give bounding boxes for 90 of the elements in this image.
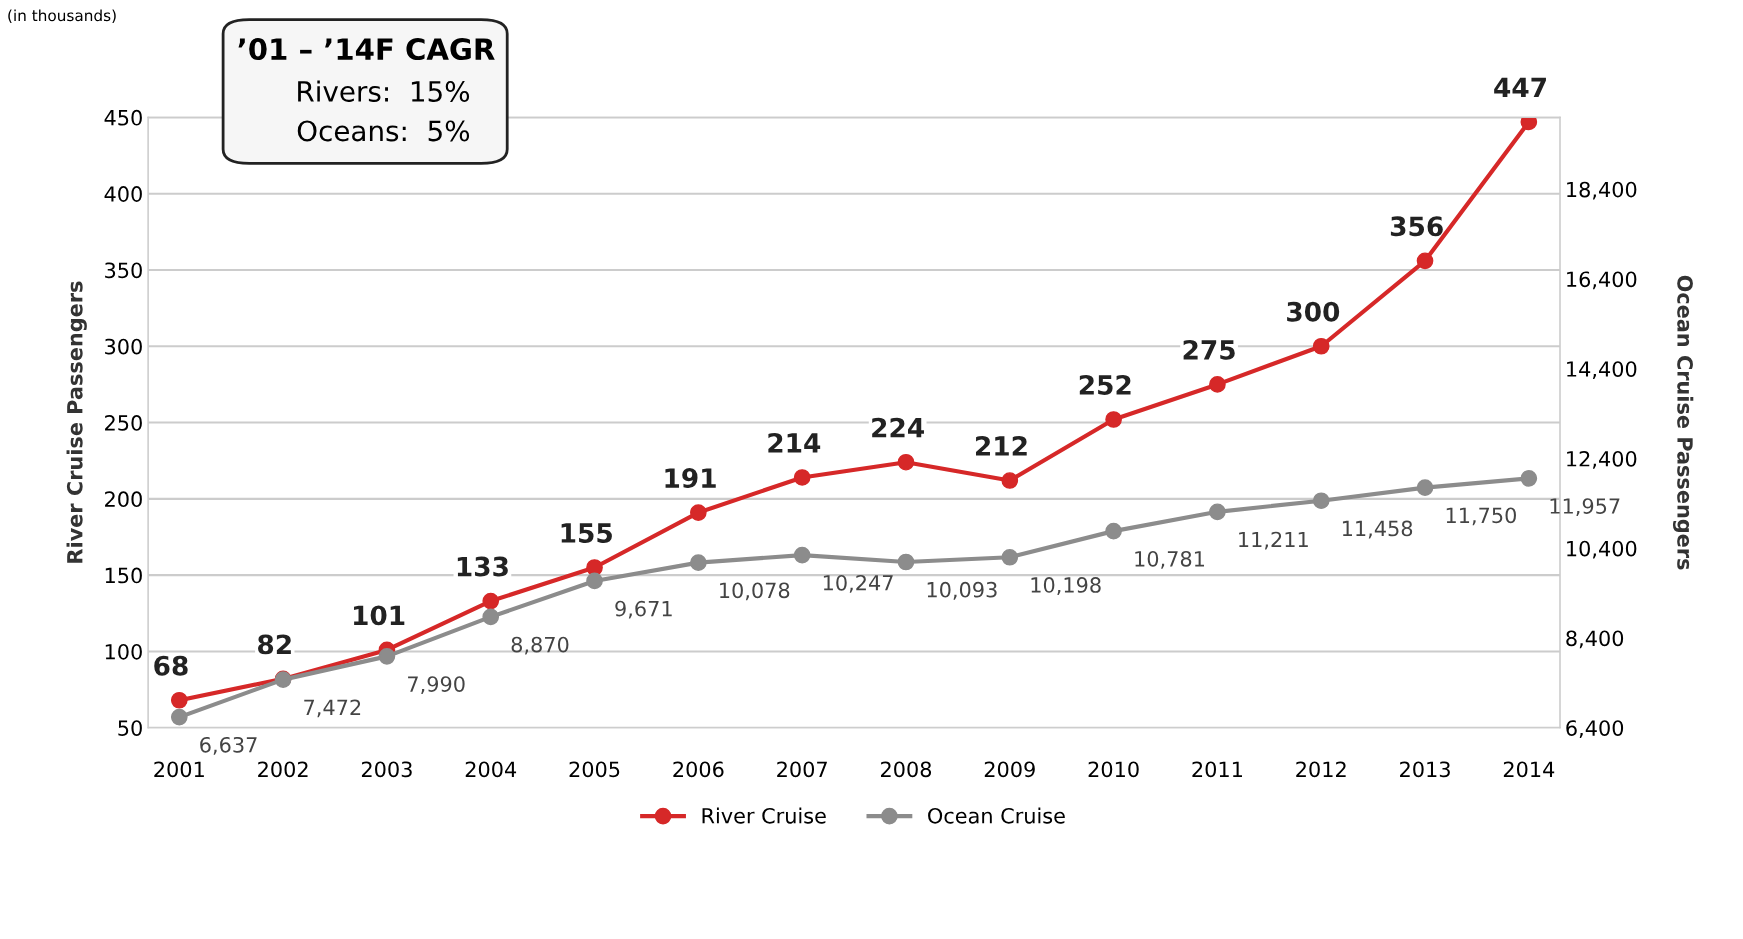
text: (in thousands): [8, 9, 116, 24]
y2-axis-title: Ocean Cruise Passengers: [1672, 275, 1694, 570]
point: [897, 453, 915, 471]
data-label: 212: [976, 436, 1027, 456]
y2-tick-label: 18,400: [1567, 181, 1637, 200]
y2-tick-label: 16,400: [1567, 271, 1637, 290]
x-tick-label: 2014: [1503, 761, 1555, 778]
x-tick-label: 2001: [154, 761, 204, 778]
data-label: 9,671: [615, 600, 672, 619]
point: [378, 648, 396, 665]
y2-tick-label: 14,400: [1567, 361, 1637, 380]
point: [1001, 472, 1019, 489]
point: [482, 608, 500, 626]
point: [1105, 411, 1122, 428]
text: ’01 – ’14F CAGR: [238, 38, 495, 61]
annotation: Oceans: 5%: [297, 120, 470, 142]
point: [1312, 337, 1330, 355]
x-tick-label: 2005: [569, 761, 620, 778]
x-tick-label: 2008: [880, 761, 932, 778]
x-tick-label: 2012: [1296, 761, 1346, 778]
data-label: 68: [154, 655, 188, 676]
y-tick-label: 450: [104, 109, 142, 126]
data-label: 10,781: [1135, 550, 1205, 569]
point: [690, 504, 707, 521]
y-tick-label: 100: [105, 643, 142, 660]
point: [793, 469, 811, 486]
point: [1001, 548, 1019, 566]
data-label: 10,198: [1031, 577, 1101, 595]
data-label: 101: [354, 605, 405, 626]
y-tick-label: 200: [105, 491, 142, 508]
data-label: 133: [457, 556, 508, 577]
data-label: 11,750: [1446, 507, 1516, 526]
point: [690, 554, 707, 571]
point: [170, 691, 188, 709]
legend-label: River Cruise: [702, 807, 826, 824]
y2-tick-label: 6,400: [1566, 720, 1624, 739]
data-label: 8,870: [511, 636, 569, 655]
x-tick-label: 2003: [361, 761, 412, 778]
data-label: 155: [561, 523, 612, 543]
x-tick-label: 2004: [465, 761, 517, 778]
point: [793, 546, 811, 564]
point: [170, 708, 188, 726]
data-label: 82: [258, 634, 291, 655]
x-tick-label: 2010: [1088, 761, 1139, 778]
point: [1416, 252, 1434, 270]
x-tick-label: 2013: [1400, 761, 1450, 778]
data-label: 7,472: [304, 699, 361, 718]
data-label: 447: [1494, 77, 1546, 98]
x-tick-label: 2006: [673, 761, 724, 778]
point: [1209, 503, 1226, 521]
y-axis-title: River Cruise Passengers: [66, 281, 87, 563]
data-label: 356: [1390, 216, 1443, 237]
data-label: 11,211: [1239, 531, 1308, 550]
x-tick-label: 2002: [258, 761, 308, 778]
data-label: 275: [1183, 339, 1235, 360]
data-label: 7,990: [408, 676, 465, 695]
data-label: 191: [665, 468, 716, 489]
point: [482, 592, 500, 610]
y-tick-label: 150: [105, 567, 142, 584]
data-label: 6,637: [200, 736, 257, 755]
point: [1105, 522, 1122, 540]
point: [897, 553, 915, 571]
data-label: 214: [768, 432, 821, 453]
y2-tick-label: 10,400: [1567, 540, 1637, 559]
point: [1209, 376, 1226, 393]
y2-tick-label: 12,400: [1567, 450, 1637, 469]
data-label: 10,078: [720, 582, 790, 601]
data-label: 252: [1079, 374, 1131, 395]
legend-label: Ocean Cruise: [928, 807, 1065, 824]
point: [1312, 492, 1330, 510]
x-tick-label: 2009: [984, 761, 1035, 778]
y-tick-label: 50: [118, 720, 142, 736]
y-tick-label: 250: [105, 415, 142, 431]
data-label: 11,957: [1550, 498, 1620, 517]
y-tick-label: 400: [104, 186, 142, 202]
point: [1520, 470, 1538, 487]
data-label: 300: [1287, 301, 1340, 322]
point: [1520, 117, 1538, 131]
point: [586, 572, 603, 590]
y-tick-label: 350: [105, 262, 142, 279]
data-label: 10,247: [823, 574, 893, 593]
data-label: 11,458: [1342, 520, 1413, 539]
x-tick-label: 2011: [1192, 761, 1242, 778]
y2-tick-label: 8,400: [1566, 630, 1624, 649]
y-tick-label: 300: [105, 338, 142, 355]
data-label: 10,093: [927, 581, 997, 600]
data-label: 224: [872, 417, 924, 438]
x-tick-label: 2007: [777, 761, 827, 778]
point: [1416, 479, 1434, 496]
text: Rivers: 15%: [298, 80, 470, 102]
